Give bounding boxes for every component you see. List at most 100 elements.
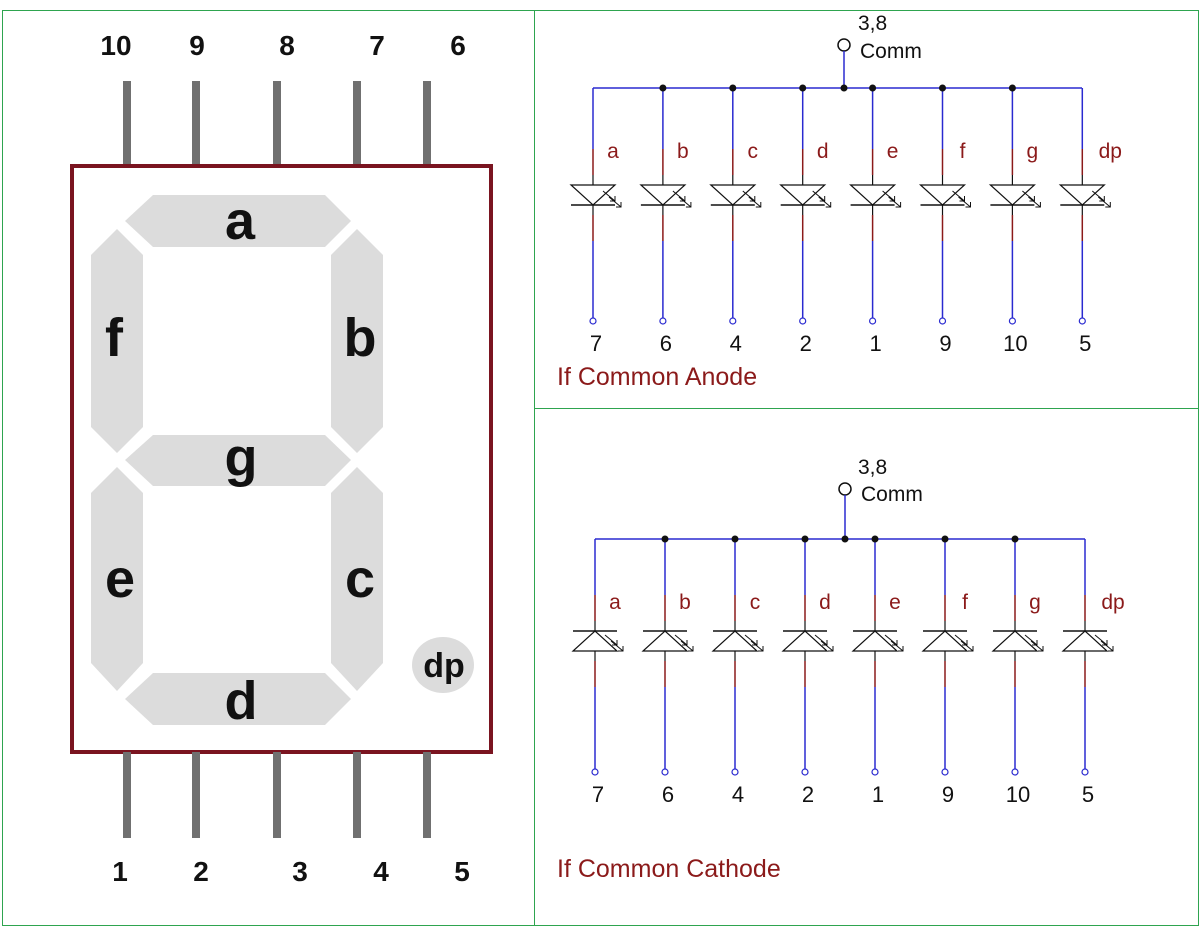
pin-terminal <box>1081 768 1089 776</box>
pin-number: 2 <box>802 782 814 807</box>
segment-g <box>125 435 351 486</box>
bus-junction <box>941 535 949 543</box>
led-diode-icon <box>781 630 829 652</box>
led-emission-arrow-icon <box>1032 640 1038 646</box>
led-diode-icon <box>991 630 1039 652</box>
pin-terminal <box>661 768 669 776</box>
pin-terminal <box>799 317 807 325</box>
led-channel: f9 <box>918 84 971 356</box>
led-emission-arrow-icon <box>612 640 618 646</box>
common-terminal: 3,8 Comm <box>838 456 923 539</box>
led-diode-icon <box>988 184 1036 206</box>
pin-3-lead <box>273 752 281 838</box>
led-channel: e1 <box>849 84 902 356</box>
pin-number: 5 <box>1082 782 1094 807</box>
led-emission-arrow-icon <box>954 634 968 646</box>
segment-a-label: a <box>225 191 256 251</box>
led-channel: d2 <box>779 84 832 356</box>
pin-number: 7 <box>592 782 604 807</box>
pin-number: 6 <box>662 782 674 807</box>
led-emission-arrow-icon <box>1097 196 1111 208</box>
led-diode-icon <box>779 184 827 206</box>
pin-2-lead <box>192 752 200 838</box>
led-channel: a7 <box>569 88 622 356</box>
led-diode-icon <box>639 184 687 206</box>
led-emission-arrow-icon <box>959 196 965 202</box>
segment-c <box>331 467 383 691</box>
led-emission-arrow-icon <box>758 646 764 652</box>
top-pin-label: 6 <box>450 30 466 61</box>
segment-label: dp <box>1101 591 1124 614</box>
segment-d-label: d <box>225 671 258 731</box>
top-pins: 10 9 8 7 6 <box>100 30 466 167</box>
led-emission-arrow-icon <box>968 646 974 652</box>
led-emission-arrow-icon <box>1105 202 1111 208</box>
led-diode-icon <box>851 630 899 652</box>
led-channel: g 10 <box>991 535 1044 807</box>
led-emission-arrow-icon <box>616 202 622 208</box>
bus-junction <box>939 84 946 92</box>
bus-junction <box>841 535 849 543</box>
common-pins-label: 3,8 <box>858 12 887 35</box>
bus-junction <box>840 84 848 92</box>
pin-1-lead <box>123 752 131 838</box>
pin-terminal <box>871 768 879 776</box>
pin-6-lead <box>423 81 431 167</box>
bus-junction <box>869 84 877 92</box>
top-pin-label: 9 <box>189 30 205 61</box>
common-pins-label: 3,8 <box>858 456 887 479</box>
led-emission-arrow-icon <box>749 196 756 202</box>
led-emission-arrow-icon <box>1030 640 1044 652</box>
bus-junction <box>1011 535 1019 543</box>
led-emission-arrow-icon <box>898 646 904 652</box>
pin-number: 9 <box>942 782 954 807</box>
segment-f-label: f <box>105 308 124 368</box>
bus-junction <box>1008 84 1016 92</box>
pin-number: 1 <box>872 782 884 807</box>
led-emission-arrow-icon <box>888 196 901 208</box>
common-cathode-panel: 3,8 Comm a 7 b 6 c 4 d 2 e 1 f 9 g 10 dp 5 If Common Ca… <box>534 408 1199 926</box>
led-emission-arrow-icon <box>688 646 694 652</box>
led-emission-arrow-icon <box>892 640 898 646</box>
segment-e <box>91 467 143 691</box>
led-channel: dp 5 <box>1058 88 1122 356</box>
pin-number: 7 <box>590 331 602 356</box>
led-emission-arrow-icon <box>752 640 758 646</box>
led-emission-arrow-icon <box>965 202 971 208</box>
pin-terminal <box>869 317 877 325</box>
led-emission-arrow-icon <box>672 190 686 202</box>
pin-number: 2 <box>800 331 812 356</box>
pin-number: 6 <box>660 331 672 356</box>
pin-number: 1 <box>869 331 881 356</box>
pin-4-lead <box>353 752 361 838</box>
segment-label: a <box>607 140 619 163</box>
led-emission-arrow-icon <box>1028 196 1041 208</box>
led-emission-arrow-icon <box>958 196 971 208</box>
bottom-pin-label: 1 <box>112 856 128 887</box>
led-emission-arrow-icon <box>1108 646 1114 652</box>
bus-junction <box>731 535 739 543</box>
segment-label: b <box>679 591 691 614</box>
led-emission-arrow-icon <box>1094 634 1108 646</box>
led-diode-icon <box>711 630 759 652</box>
pin-10-lead <box>123 81 131 167</box>
led-channel: f9 <box>921 535 974 807</box>
segment-f <box>91 229 143 453</box>
led-emission-arrow-icon <box>679 196 686 202</box>
common-terminal: 3,8 Comm <box>837 12 922 88</box>
led-emission-arrow-icon <box>952 190 965 202</box>
segment-label: g <box>1029 591 1041 614</box>
led-emission-arrow-icon <box>960 640 974 652</box>
led-emission-arrow-icon <box>748 196 762 208</box>
segment-b <box>331 229 383 453</box>
led-emission-arrow-icon <box>814 634 828 646</box>
bus-junction <box>659 84 667 92</box>
segment-c-label: c <box>345 549 375 609</box>
top-pin-label: 10 <box>100 30 131 61</box>
led-emission-arrow-icon <box>678 196 692 208</box>
segment-g-label: g <box>225 428 258 488</box>
led-emission-arrow-icon <box>818 196 832 208</box>
bottom-pin-label: 2 <box>193 856 209 887</box>
